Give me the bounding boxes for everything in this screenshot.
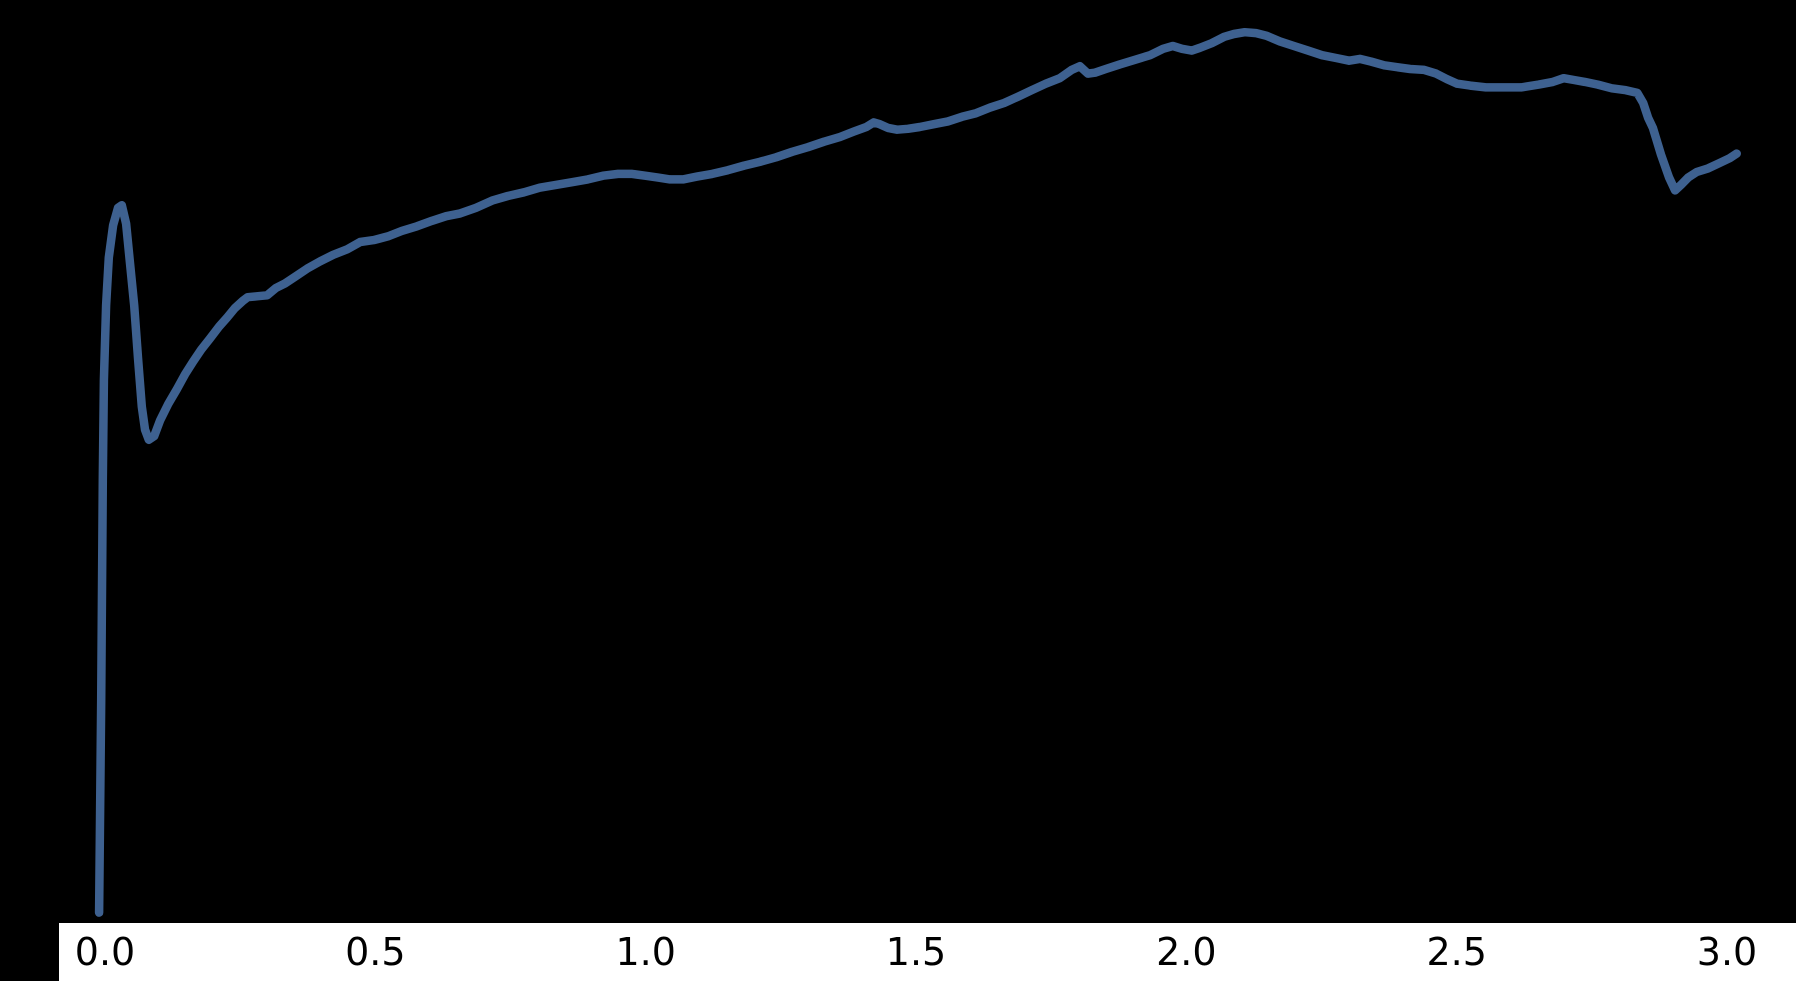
x-axis-label-strip: 0.0 0.5 1.0 1.5 2.0 2.5 3.0 bbox=[59, 923, 1796, 981]
x-tick-label-1.0: 1.0 bbox=[615, 930, 676, 974]
x-tick-label-0.0: 0.0 bbox=[74, 930, 136, 974]
x-tick-label-3.0: 3.0 bbox=[1696, 930, 1758, 974]
x-tick-label-2.0: 2.0 bbox=[1156, 930, 1217, 974]
x-tick-label-0.5: 0.5 bbox=[345, 930, 406, 974]
x-tick-label-2.5: 2.5 bbox=[1426, 930, 1487, 974]
x-tick-label-1.5: 1.5 bbox=[885, 930, 947, 974]
series-line bbox=[94, 27, 1741, 917]
